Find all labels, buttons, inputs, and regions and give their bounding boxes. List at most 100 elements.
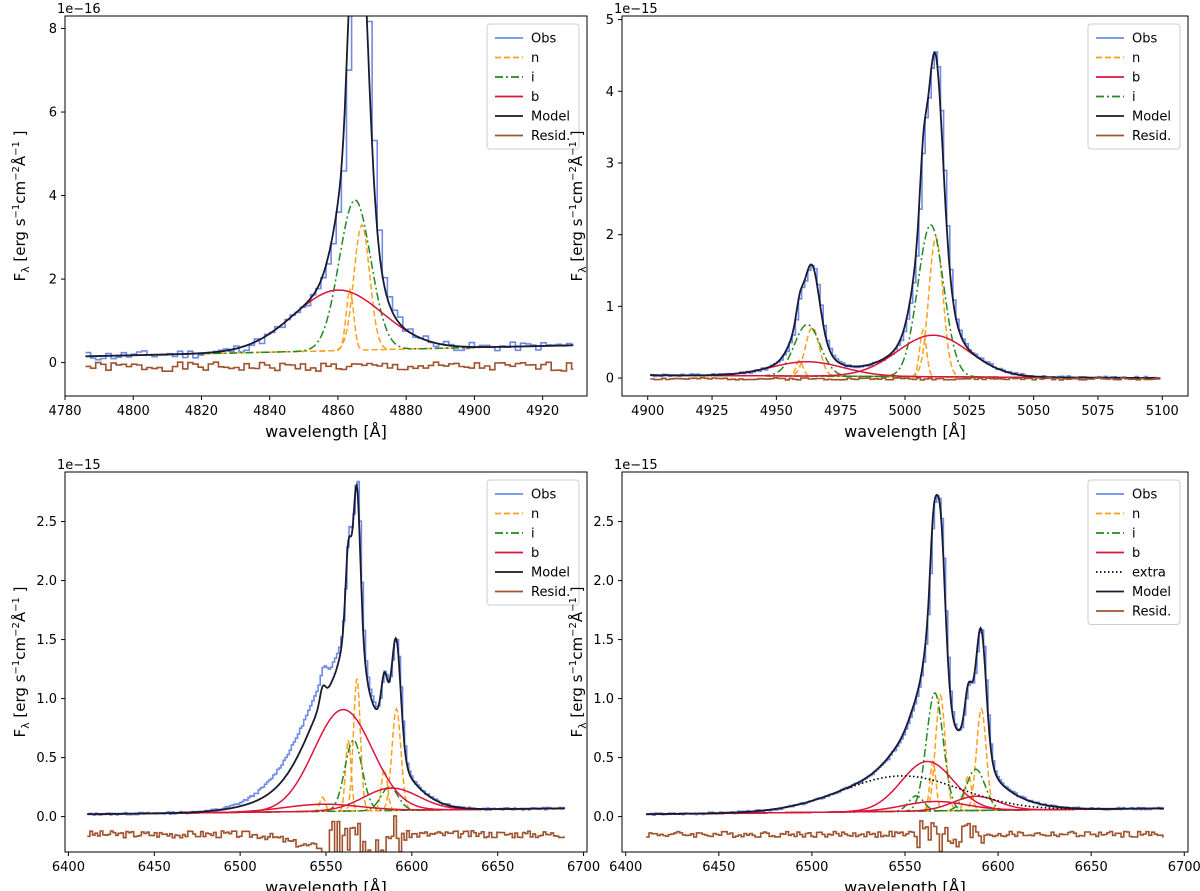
x-tick-label: 6500 bbox=[795, 860, 828, 875]
component-i-4 bbox=[650, 323, 1160, 379]
component-b-7 bbox=[87, 708, 565, 815]
component-n-1 bbox=[646, 693, 1164, 815]
legend-label: Model bbox=[1132, 585, 1171, 600]
x-tick-label: 4975 bbox=[824, 404, 857, 419]
x-tick-label: 4950 bbox=[760, 404, 793, 419]
y-tick-label: 4 bbox=[606, 85, 614, 100]
y-tick-label: 1 bbox=[606, 300, 614, 315]
legend-label: i bbox=[531, 71, 535, 86]
x-tick-label: 6650 bbox=[481, 860, 514, 875]
legend-label: i bbox=[531, 527, 535, 542]
legend-label: Resid. bbox=[531, 585, 570, 600]
x-tick-label: 6650 bbox=[1075, 860, 1108, 875]
legend-label: b bbox=[1132, 546, 1140, 561]
x-tick-label: 6550 bbox=[309, 860, 342, 875]
series-model bbox=[85, 16, 573, 358]
panel-top-right: 4900 4925 4950 4975 5000 5025 5050 5075 5100 0 1 2 3… bbox=[567, 2, 1189, 441]
x-tick-label: 4820 bbox=[185, 404, 218, 419]
legend: Obs nbi Model Resid. bbox=[1087, 23, 1181, 150]
legend: Obs nib Model Resid. bbox=[486, 479, 580, 606]
y-tick-label: 8 bbox=[49, 22, 57, 37]
legend: Obs nib Model Resid. bbox=[486, 23, 580, 150]
x-tick-label: 6400 bbox=[609, 860, 642, 875]
y-axis-label: Fλ [erg s−1cm−2Å−1 ] bbox=[567, 586, 589, 737]
series-model bbox=[87, 482, 565, 816]
y-tick-label: 0 bbox=[606, 372, 614, 387]
y-tick-label: 6 bbox=[49, 106, 57, 121]
legend-label: Model bbox=[531, 110, 570, 125]
series-model bbox=[646, 493, 1164, 816]
x-tick-label: 6600 bbox=[982, 860, 1015, 875]
x-tick-label: 6700 bbox=[567, 860, 600, 875]
legend-label: i bbox=[1132, 527, 1136, 542]
x-tick-label: 5000 bbox=[888, 404, 921, 419]
series-residual bbox=[650, 376, 1161, 381]
component-n-3 bbox=[87, 767, 565, 815]
panel-bottom-left: 6400 6450 6500 6550 6600 6650 6700 0.0 0.5 1.0 1.5… bbox=[10, 458, 600, 891]
component-n-2 bbox=[87, 678, 565, 815]
legend-label: Obs bbox=[1132, 488, 1157, 503]
axes-frame bbox=[64, 15, 588, 397]
component-n-1 bbox=[650, 326, 1160, 379]
x-tick-label: 6450 bbox=[138, 860, 171, 875]
legend-label: Obs bbox=[531, 32, 556, 47]
scale-label: 1e−15 bbox=[57, 458, 101, 473]
x-tick-label: 6700 bbox=[1168, 860, 1200, 875]
scale-label: 1e−16 bbox=[57, 2, 101, 17]
x-tick-label: 6600 bbox=[395, 860, 428, 875]
x-axis-label: wavelength [Å] bbox=[265, 878, 387, 891]
x-tick-label: 4840 bbox=[253, 404, 286, 419]
series-obs bbox=[650, 51, 1161, 381]
x-tick-label: 4925 bbox=[695, 404, 728, 419]
legend-label: b bbox=[531, 546, 539, 561]
y-tick-label: 2.5 bbox=[593, 515, 614, 530]
x-tick-label: 4860 bbox=[321, 404, 354, 419]
x-tick-label: 5050 bbox=[1017, 404, 1050, 419]
component-n-3 bbox=[646, 707, 1164, 815]
series-residual bbox=[85, 361, 574, 372]
legend-label: Model bbox=[531, 566, 570, 581]
x-axis-label: wavelength [Å] bbox=[844, 878, 966, 891]
series-obs bbox=[646, 495, 1164, 816]
legend-label: n bbox=[531, 51, 539, 66]
legend: Obs nib extra Model Resid. bbox=[1087, 479, 1181, 625]
y-tick-label: 0.5 bbox=[593, 751, 614, 766]
series-residual bbox=[646, 820, 1164, 852]
legend-label: n bbox=[531, 507, 539, 522]
y-axis-label: Fλ [erg s−1cm−2Å−1 ] bbox=[10, 130, 32, 281]
scale-label: 1e−15 bbox=[614, 458, 658, 473]
y-tick-label: 2.0 bbox=[593, 574, 614, 589]
legend-label: Resid. bbox=[531, 129, 570, 144]
component-i-5 bbox=[87, 739, 565, 815]
y-tick-label: 0.5 bbox=[36, 751, 57, 766]
component-n-4 bbox=[87, 707, 565, 815]
legend-box bbox=[486, 23, 580, 150]
component-n-3 bbox=[650, 235, 1160, 379]
y-tick-label: 5 bbox=[606, 13, 614, 28]
component-b-7 bbox=[650, 334, 1160, 379]
legend-box bbox=[486, 479, 580, 606]
y-axis-label: Fλ [erg s−1cm−2Å−1 ] bbox=[567, 130, 589, 281]
component-i-2 bbox=[85, 199, 574, 358]
legend-label: Obs bbox=[531, 488, 556, 503]
x-tick-label: 4900 bbox=[458, 404, 491, 419]
y-tick-label: 1.5 bbox=[593, 633, 614, 648]
y-tick-label: 3 bbox=[606, 156, 614, 171]
y-axis-label: Fλ [erg s−1cm−2Å−1 ] bbox=[10, 586, 32, 737]
y-tick-label: 1.0 bbox=[36, 692, 57, 707]
legend-label: Obs bbox=[1132, 32, 1157, 47]
y-tick-label: 0 bbox=[49, 356, 57, 371]
x-axis-label: wavelength [Å] bbox=[844, 422, 966, 441]
component-b-9 bbox=[87, 787, 565, 815]
x-tick-label: 5100 bbox=[1146, 404, 1179, 419]
x-tick-label: 6450 bbox=[702, 860, 735, 875]
y-tick-label: 1.5 bbox=[36, 633, 57, 648]
y-tick-label: 2.5 bbox=[36, 515, 57, 530]
legend-box bbox=[1087, 23, 1181, 150]
legend-label: Resid. bbox=[1132, 129, 1171, 144]
panel-bottom-right: 6400 6450 6500 6550 6600 6650 6700 0.0 0.5 1.0 1.5… bbox=[567, 458, 1200, 891]
legend-label: Resid. bbox=[1132, 605, 1171, 620]
legend-label: Model bbox=[1132, 110, 1171, 125]
x-tick-label: 6400 bbox=[52, 860, 85, 875]
